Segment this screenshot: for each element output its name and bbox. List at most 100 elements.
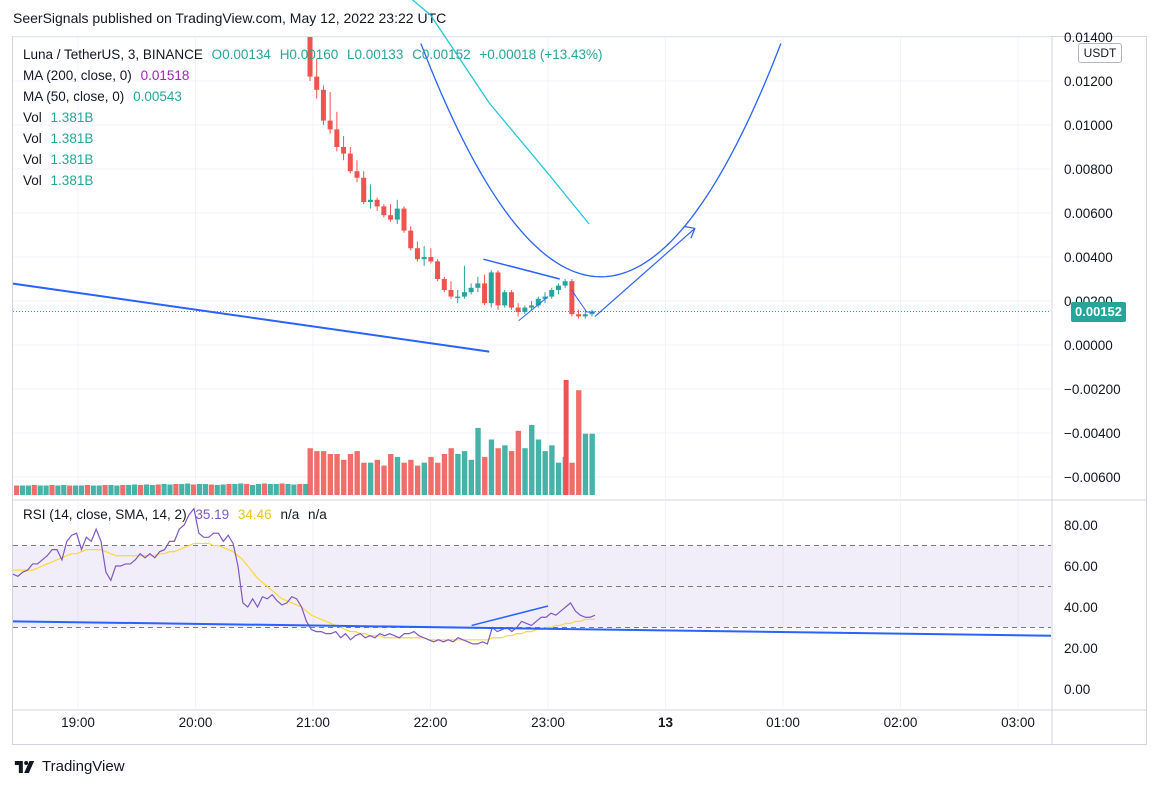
vol-legend-4[interactable]: Vol 1.381B <box>23 170 98 191</box>
x-tick-label: 23:00 <box>531 715 565 730</box>
vol-label: Vol <box>23 110 42 125</box>
volume-bar <box>381 465 387 495</box>
y-tick-label: −0.00200 <box>1064 382 1121 397</box>
volume-bar <box>43 485 49 495</box>
volume-bar <box>96 485 102 495</box>
volume-bar <box>482 456 488 495</box>
rsi-value: 35.19 <box>195 507 230 522</box>
volume-bar <box>334 454 340 495</box>
volume-bar <box>196 484 203 495</box>
volume-bar <box>73 485 79 495</box>
volume-bar <box>102 485 108 495</box>
rsi-y-tick-label: 40.00 <box>1064 600 1098 615</box>
volume-bar <box>401 462 407 495</box>
volume-bar <box>461 451 468 495</box>
symbol-title[interactable]: Luna / TetherUS, 3, BINANCE <box>23 47 203 62</box>
candle-body <box>589 311 595 315</box>
volume-bar-spike <box>563 380 569 495</box>
y-tick-label: 0.01400 <box>1064 30 1113 45</box>
candle-body <box>421 257 427 260</box>
candle-body <box>468 287 474 293</box>
up-arrow-line <box>594 227 696 317</box>
x-tick-label: 19:00 <box>61 715 95 730</box>
rsi-y-tick-label: 0.00 <box>1064 682 1090 697</box>
volume-bar <box>250 485 256 495</box>
y-tick-label: 0.00000 <box>1064 338 1113 353</box>
candle-body <box>441 279 447 290</box>
ohlc-low: L0.00133 <box>347 47 404 62</box>
volume-bar <box>232 484 238 495</box>
volume-bar <box>354 451 360 495</box>
y-tick-label: 0.00800 <box>1064 162 1113 177</box>
vol-value: 1.381B <box>50 152 94 167</box>
volume-bar <box>61 485 67 495</box>
volume-bar <box>542 451 548 495</box>
y-tick-label: 0.01200 <box>1064 74 1113 89</box>
candle-body <box>495 272 501 306</box>
flag-bottom-line <box>518 296 549 322</box>
last-price-tag: 0.00152 <box>1071 302 1126 322</box>
volume-bar <box>508 451 515 495</box>
candle-body <box>582 314 588 317</box>
candle-body <box>401 208 407 231</box>
volume-bar <box>161 484 167 495</box>
candle-body <box>482 283 488 304</box>
ma200-value: 0.01518 <box>140 68 190 83</box>
candle-body <box>347 153 353 172</box>
ma50-label: MA (50, close, 0) <box>23 89 125 104</box>
candle-body <box>508 292 514 308</box>
volume-bar <box>285 484 291 495</box>
volume-bar <box>155 484 161 495</box>
ma200-label: MA (200, close, 0) <box>23 68 132 83</box>
candle-body <box>529 305 535 308</box>
ohlc-change: +0.00018 (+13.43%) <box>479 47 603 62</box>
volume-bar <box>114 485 120 495</box>
candle-body <box>334 129 340 147</box>
rsi-y-tick-label: 80.00 <box>1064 518 1098 533</box>
volume-bar <box>589 433 595 495</box>
volume-bar <box>78 485 85 495</box>
volume-bar <box>120 485 126 495</box>
candle-body <box>394 208 400 220</box>
candle-body <box>475 283 481 288</box>
x-tick-label: 03:00 <box>1001 715 1035 730</box>
volume-bar <box>149 485 155 495</box>
volume-bar <box>238 483 244 495</box>
candle-body <box>549 290 555 297</box>
volume-bar <box>55 485 61 495</box>
volume-bar <box>394 456 401 495</box>
rsi-sma-line <box>13 542 595 641</box>
rsi-legend[interactable]: RSI (14, close, SMA, 14, 2) 35.19 34.46 … <box>23 507 332 522</box>
footer: TradingView <box>13 758 125 775</box>
currency-label[interactable]: USDT <box>1078 43 1122 63</box>
volume-bar <box>25 485 31 495</box>
ma50-legend[interactable]: MA (50, close, 0) 0.00543 <box>23 86 187 107</box>
candle-body <box>448 290 454 297</box>
volume-bar <box>428 456 434 495</box>
volume-bar <box>320 451 327 495</box>
ma50-value: 0.00543 <box>133 89 182 104</box>
volume-bar <box>388 454 394 495</box>
candle-body <box>361 177 367 202</box>
vol-legend-1[interactable]: Vol 1.381B <box>23 107 98 128</box>
rsi-sma-value: 34.46 <box>237 507 272 522</box>
candle-body <box>542 296 548 299</box>
volume-bar <box>279 483 285 495</box>
footer-brand[interactable]: TradingView <box>42 758 125 775</box>
volume-bar <box>569 462 575 495</box>
vol-legend-3[interactable]: Vol 1.381B <box>23 149 98 170</box>
candle-body <box>428 257 434 262</box>
candle-body <box>488 272 494 304</box>
vol-label: Vol <box>23 131 42 146</box>
volume-bar <box>576 390 582 495</box>
volume-bar <box>273 484 279 495</box>
volume-bar <box>261 483 267 495</box>
candle-body <box>555 285 561 290</box>
volume-bar <box>126 485 132 495</box>
ma200-legend[interactable]: MA (200, close, 0) 0.01518 <box>23 65 194 86</box>
vol-legend-2[interactable]: Vol 1.381B <box>23 128 98 149</box>
rsi-line <box>12 507 596 645</box>
rsi-trendline <box>12 620 1052 637</box>
candle-body <box>515 307 521 312</box>
